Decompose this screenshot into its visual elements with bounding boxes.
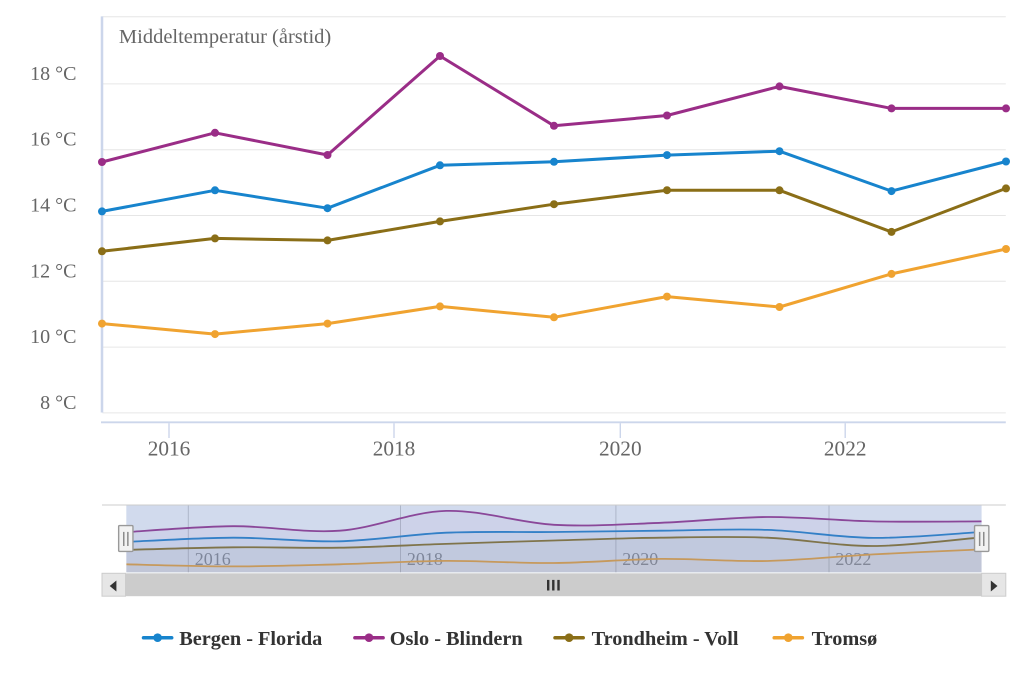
- svg-text:2018: 2018: [407, 549, 443, 569]
- svg-text:2018: 2018: [373, 437, 416, 461]
- svg-text:Trondheim - Voll: Trondheim - Voll: [592, 628, 739, 650]
- svg-text:2022: 2022: [824, 437, 867, 461]
- svg-text:14 °C: 14 °C: [30, 195, 76, 217]
- svg-text:16 °C: 16 °C: [30, 129, 76, 151]
- svg-text:Tromsø: Tromsø: [812, 628, 878, 650]
- svg-text:2020: 2020: [599, 437, 642, 461]
- svg-text:Middeltemperatur (årstid): Middeltemperatur (årstid): [119, 26, 331, 48]
- svg-text:2016: 2016: [148, 437, 191, 461]
- svg-text:18 °C: 18 °C: [30, 63, 76, 85]
- svg-text:2016: 2016: [195, 549, 231, 569]
- svg-text:12 °C: 12 °C: [30, 260, 76, 282]
- svg-text:10 °C: 10 °C: [30, 326, 76, 348]
- svg-text:2022: 2022: [835, 549, 871, 569]
- svg-text:Bergen - Florida: Bergen - Florida: [179, 628, 322, 650]
- svg-text:Oslo - Blindern: Oslo - Blindern: [390, 628, 523, 650]
- svg-text:8 °C: 8 °C: [40, 392, 76, 414]
